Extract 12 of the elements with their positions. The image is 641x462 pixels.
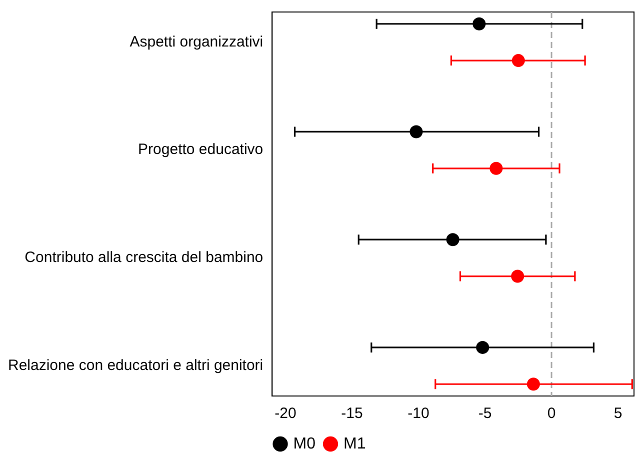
x-tick-label: -10 xyxy=(408,405,430,422)
x-tick-label: -5 xyxy=(478,405,492,422)
legend-label: M0 xyxy=(293,435,316,452)
x-tick-label: -20 xyxy=(274,405,296,422)
x-tick-label: 0 xyxy=(547,405,556,422)
y-tick-label: Progetto educativo xyxy=(138,141,264,158)
y-tick-label: Contributo alla crescita del bambino xyxy=(24,249,264,266)
y-tick-label: Aspetti organizzativi xyxy=(130,33,264,50)
x-tick-label: 5 xyxy=(614,405,622,422)
legend-label: M1 xyxy=(344,435,366,452)
y-tick-label: Relazione con educatori e altri genitori xyxy=(8,356,264,374)
x-tick-label: -15 xyxy=(341,405,363,422)
